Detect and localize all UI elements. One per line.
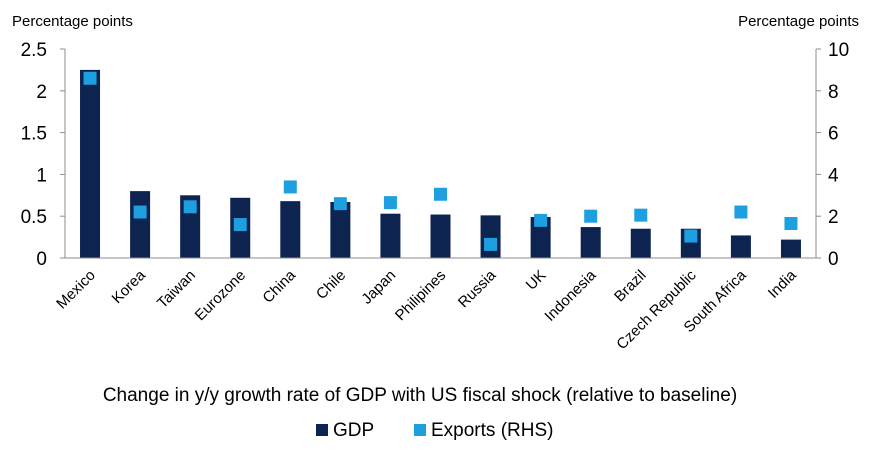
category-label: Philipines — [392, 267, 449, 324]
legend-gdp-label: GDP — [333, 420, 374, 441]
category-label: Korea — [109, 266, 150, 307]
gdp-bar — [730, 235, 751, 258]
left-tick-label: 2 — [36, 82, 47, 103]
exports-marker — [383, 196, 397, 210]
exports-marker — [784, 217, 798, 231]
exports-marker — [83, 71, 97, 85]
gdp-bar — [130, 191, 151, 258]
right-tick-label: 8 — [828, 82, 839, 103]
gdp-bar — [430, 214, 451, 258]
exports-marker — [133, 205, 147, 219]
left-tick-label: 1.5 — [21, 124, 47, 145]
category-label: UK — [523, 267, 550, 294]
left-tick-label: 0.5 — [21, 207, 47, 228]
gdp-bar — [580, 227, 601, 258]
chart-title: Change in y/y growth rate of GDP with US… — [103, 385, 737, 406]
gdp-bar — [630, 228, 651, 258]
exports-marker — [684, 229, 698, 243]
legend-exports-label: Exports (RHS) — [431, 420, 553, 441]
category-label: Japan — [358, 267, 399, 308]
exports-marker — [734, 205, 748, 219]
gdp-bar — [80, 69, 101, 259]
gdp-bar — [780, 239, 801, 258]
exports-marker — [283, 180, 297, 194]
exports-marker — [484, 237, 498, 251]
gdp-bar — [530, 217, 551, 258]
gdp-bar — [330, 201, 351, 258]
category-label: China — [259, 266, 299, 306]
right-tick-label: 6 — [828, 124, 839, 145]
category-label: Eurozone — [192, 267, 249, 324]
gdp-bar — [380, 213, 401, 258]
right-tick-label: 10 — [828, 40, 849, 61]
exports-marker — [434, 187, 447, 201]
right-axis-label: Percentage points — [738, 13, 859, 30]
right-tick-label: 0 — [828, 249, 839, 270]
legend: GDP Exports (RHS) — [316, 420, 553, 441]
left-tick-label: 0 — [36, 249, 47, 270]
category-label: India — [765, 266, 800, 301]
left-tick-label: 1 — [36, 165, 47, 186]
exports-marker — [534, 213, 548, 227]
category-label: Chile — [313, 267, 349, 303]
category-label: Russia — [455, 266, 500, 311]
category-label: Mexico — [53, 267, 99, 313]
right-tick-label: 4 — [828, 165, 839, 186]
category-label: Taiwan — [154, 267, 199, 312]
exports-marker — [584, 209, 598, 223]
gdp-bar — [280, 201, 301, 258]
right-tick-label: 2 — [828, 207, 839, 228]
left-axis-label: Percentage points — [12, 13, 133, 30]
left-tick-label: 2.5 — [21, 40, 47, 61]
category-label: Indonesia — [542, 266, 600, 324]
plot-area: 0 0.5 1 1.5 2 2.5 0 2 4 6 8 10 Mexico Korea TaiwanEuro… — [21, 40, 850, 353]
exports-marker — [634, 208, 648, 222]
legend-exports-swatch — [414, 424, 426, 436]
exports-marker — [233, 218, 247, 232]
legend-gdp-swatch — [316, 424, 328, 436]
category-label: Brazil — [611, 267, 650, 306]
gdp-bar — [480, 215, 501, 258]
exports-marker — [183, 200, 197, 214]
exports-marker — [333, 197, 347, 211]
